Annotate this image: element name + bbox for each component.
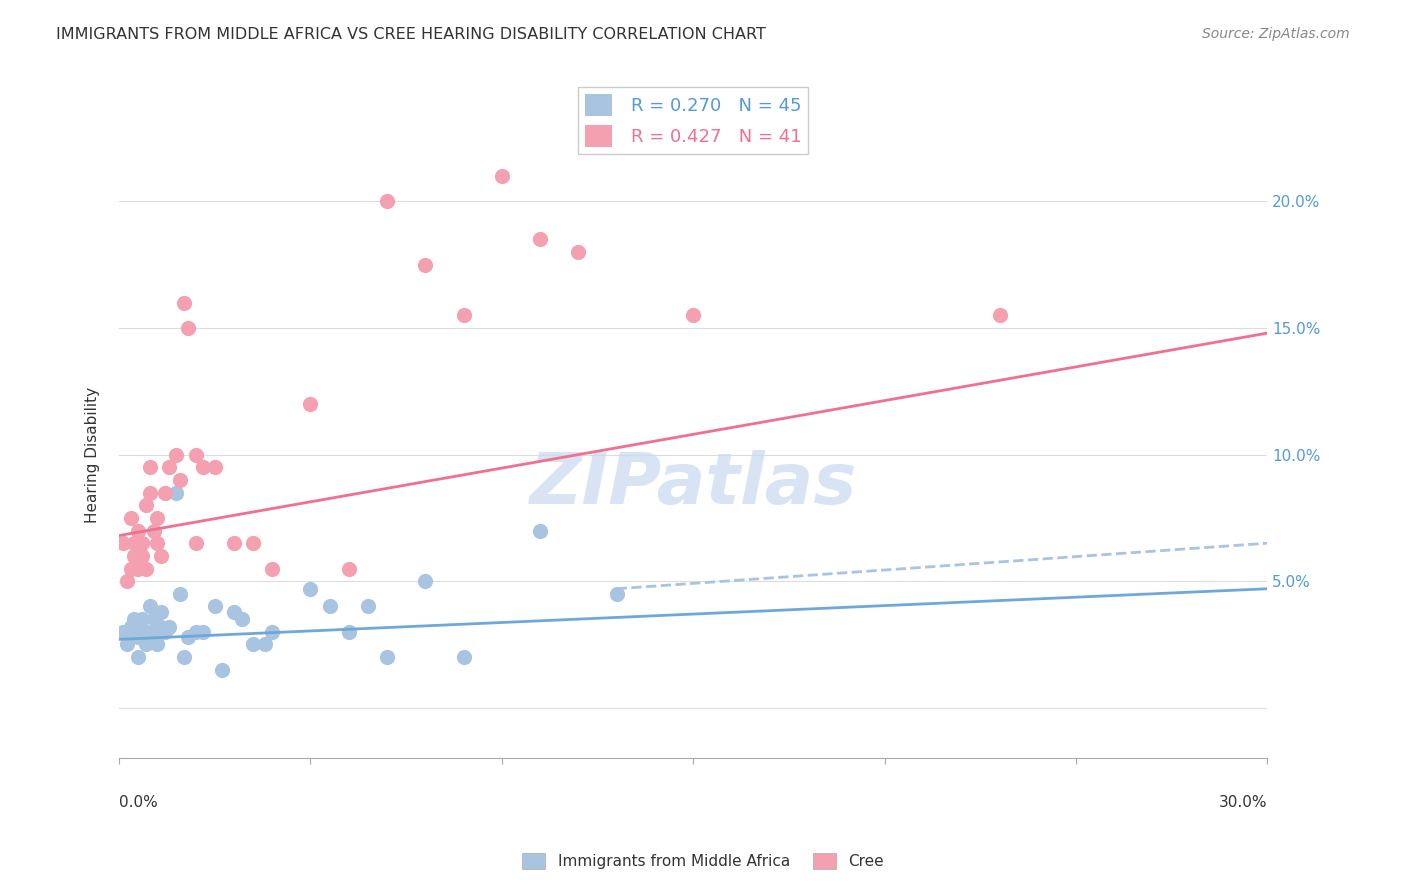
Immigrants from Middle Africa [253, 637, 276, 651]
Text: 30.0%: 30.0% [1219, 795, 1267, 810]
Immigrants from Middle Africa [157, 620, 180, 634]
Cree [138, 460, 160, 475]
Immigrants from Middle Africa [211, 663, 233, 677]
Immigrants from Middle Africa [262, 624, 284, 639]
Cree [150, 549, 173, 563]
Immigrants from Middle Africa [318, 599, 340, 614]
Cree [413, 258, 436, 272]
Immigrants from Middle Africa [231, 612, 253, 626]
Legend: Immigrants from Middle Africa, Cree: Immigrants from Middle Africa, Cree [516, 847, 890, 875]
Immigrants from Middle Africa [606, 587, 628, 601]
Immigrants from Middle Africa [375, 650, 398, 665]
Cree [146, 536, 169, 550]
Immigrants from Middle Africa [142, 612, 165, 626]
Immigrants from Middle Africa [193, 624, 215, 639]
Immigrants from Middle Africa [138, 630, 160, 644]
Immigrants from Middle Africa [127, 650, 149, 665]
Immigrants from Middle Africa [120, 620, 142, 634]
Immigrants from Middle Africa [111, 624, 134, 639]
Y-axis label: Hearing Disability: Hearing Disability [86, 386, 100, 523]
Cree [115, 574, 138, 589]
Cree [124, 549, 146, 563]
Cree [491, 169, 513, 183]
Immigrants from Middle Africa [142, 624, 165, 639]
Immigrants from Middle Africa [299, 582, 322, 596]
Immigrants from Middle Africa [124, 612, 146, 626]
Cree [135, 561, 157, 575]
Cree [242, 536, 264, 550]
Cree [127, 524, 149, 538]
Text: IMMIGRANTS FROM MIDDLE AFRICA VS CREE HEARING DISABILITY CORRELATION CHART: IMMIGRANTS FROM MIDDLE AFRICA VS CREE HE… [56, 27, 766, 42]
Cree [567, 245, 589, 260]
Cree [131, 536, 153, 550]
Cree [157, 460, 180, 475]
Cree [184, 536, 207, 550]
Immigrants from Middle Africa [135, 624, 157, 639]
Cree [127, 561, 149, 575]
Cree [529, 232, 551, 246]
Immigrants from Middle Africa [166, 485, 188, 500]
Immigrants from Middle Africa [337, 624, 360, 639]
Immigrants from Middle Africa [146, 637, 169, 651]
Text: ZIPatlas: ZIPatlas [530, 450, 856, 519]
Text: 0.0%: 0.0% [120, 795, 157, 810]
Cree [204, 460, 226, 475]
Cree [337, 561, 360, 575]
Cree [111, 536, 134, 550]
Immigrants from Middle Africa [222, 605, 245, 619]
Cree [375, 194, 398, 209]
Cree [222, 536, 245, 550]
Immigrants from Middle Africa [169, 587, 191, 601]
Immigrants from Middle Africa [150, 605, 173, 619]
Legend: R = 0.270   N = 45, R = 0.427   N = 41: R = 0.270 N = 45, R = 0.427 N = 41 [578, 87, 808, 154]
Cree [146, 511, 169, 525]
Cree [453, 309, 475, 323]
Immigrants from Middle Africa [131, 612, 153, 626]
Immigrants from Middle Africa [120, 630, 142, 644]
Cree [177, 321, 200, 335]
Immigrants from Middle Africa [131, 624, 153, 639]
Cree [124, 536, 146, 550]
Cree [682, 309, 704, 323]
Cree [299, 397, 322, 411]
Immigrants from Middle Africa [529, 524, 551, 538]
Cree [120, 511, 142, 525]
Immigrants from Middle Africa [127, 630, 149, 644]
Immigrants from Middle Africa [177, 630, 200, 644]
Immigrants from Middle Africa [138, 599, 160, 614]
Immigrants from Middle Africa [127, 617, 149, 632]
Immigrants from Middle Africa [242, 637, 264, 651]
Cree [131, 549, 153, 563]
Immigrants from Middle Africa [453, 650, 475, 665]
Cree [135, 498, 157, 512]
Cree [184, 448, 207, 462]
Immigrants from Middle Africa [413, 574, 436, 589]
Cree [153, 485, 176, 500]
Immigrants from Middle Africa [153, 624, 176, 639]
Cree [142, 524, 165, 538]
Cree [988, 309, 1011, 323]
Text: Source: ZipAtlas.com: Source: ZipAtlas.com [1202, 27, 1350, 41]
Immigrants from Middle Africa [357, 599, 380, 614]
Immigrants from Middle Africa [150, 620, 173, 634]
Cree [173, 295, 195, 310]
Immigrants from Middle Africa [135, 637, 157, 651]
Immigrants from Middle Africa [184, 624, 207, 639]
Immigrants from Middle Africa [146, 624, 169, 639]
Immigrants from Middle Africa [173, 650, 195, 665]
Immigrants from Middle Africa [115, 637, 138, 651]
Cree [262, 561, 284, 575]
Cree [193, 460, 215, 475]
Immigrants from Middle Africa [204, 599, 226, 614]
Immigrants from Middle Africa [124, 624, 146, 639]
Cree [120, 561, 142, 575]
Cree [166, 448, 188, 462]
Cree [138, 485, 160, 500]
Cree [169, 473, 191, 487]
